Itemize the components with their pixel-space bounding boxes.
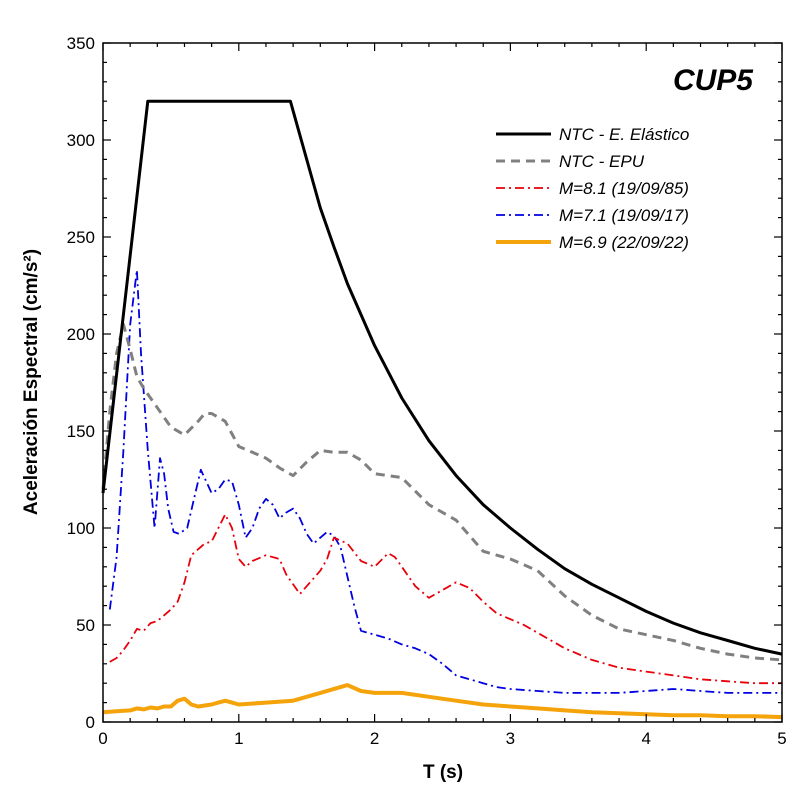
series-line-3 (109, 513, 782, 685)
legend-label: M=6.9 (22/09/22) (559, 233, 689, 252)
y-tick-label: 50 (76, 616, 95, 635)
y-tick-label: 0 (86, 713, 95, 732)
y-tick-label: 350 (67, 34, 95, 53)
x-axis-title: T (s) (423, 762, 463, 783)
x-tick-label: 1 (234, 729, 243, 748)
chart-title: CUP5 (673, 64, 754, 97)
x-tick-label: 4 (641, 729, 650, 748)
y-tick-label: 150 (67, 422, 95, 441)
series-line-5 (102, 683, 783, 720)
plot-frame (102, 42, 783, 723)
series-line-4 (108, 269, 782, 694)
legend-label: M=8.1 (19/09/85) (559, 179, 689, 198)
series-layer (101, 99, 783, 720)
series-line-1 (101, 99, 783, 656)
legend: NTC - E. Elástico NTC - EPU M=8.1 (19/09/8… (496, 125, 689, 252)
axes-layer (102, 42, 783, 723)
series-line-2 (101, 322, 783, 662)
y-tick-label: 200 (67, 325, 95, 344)
x-tick-label: 2 (370, 729, 379, 748)
x-tick-label: 0 (98, 729, 107, 748)
y-tick-label: 100 (67, 519, 95, 538)
y-tick-label: 250 (67, 228, 95, 247)
x-tick-label: 5 (777, 729, 786, 748)
y-axis-title: Aceleración Espectral (cm/s²) (21, 249, 42, 515)
legend-label: M=7.1 (19/09/17) (559, 206, 689, 225)
y-tick-label: 300 (67, 131, 95, 150)
x-tick-label: 3 (506, 729, 515, 748)
tick-labels: 0 50 100 150 200 250 300 350 0 1 2 3 4 5 (67, 34, 787, 748)
legend-label: NTC - E. Elástico (559, 125, 689, 144)
legend-label: NTC - EPU (559, 152, 645, 171)
